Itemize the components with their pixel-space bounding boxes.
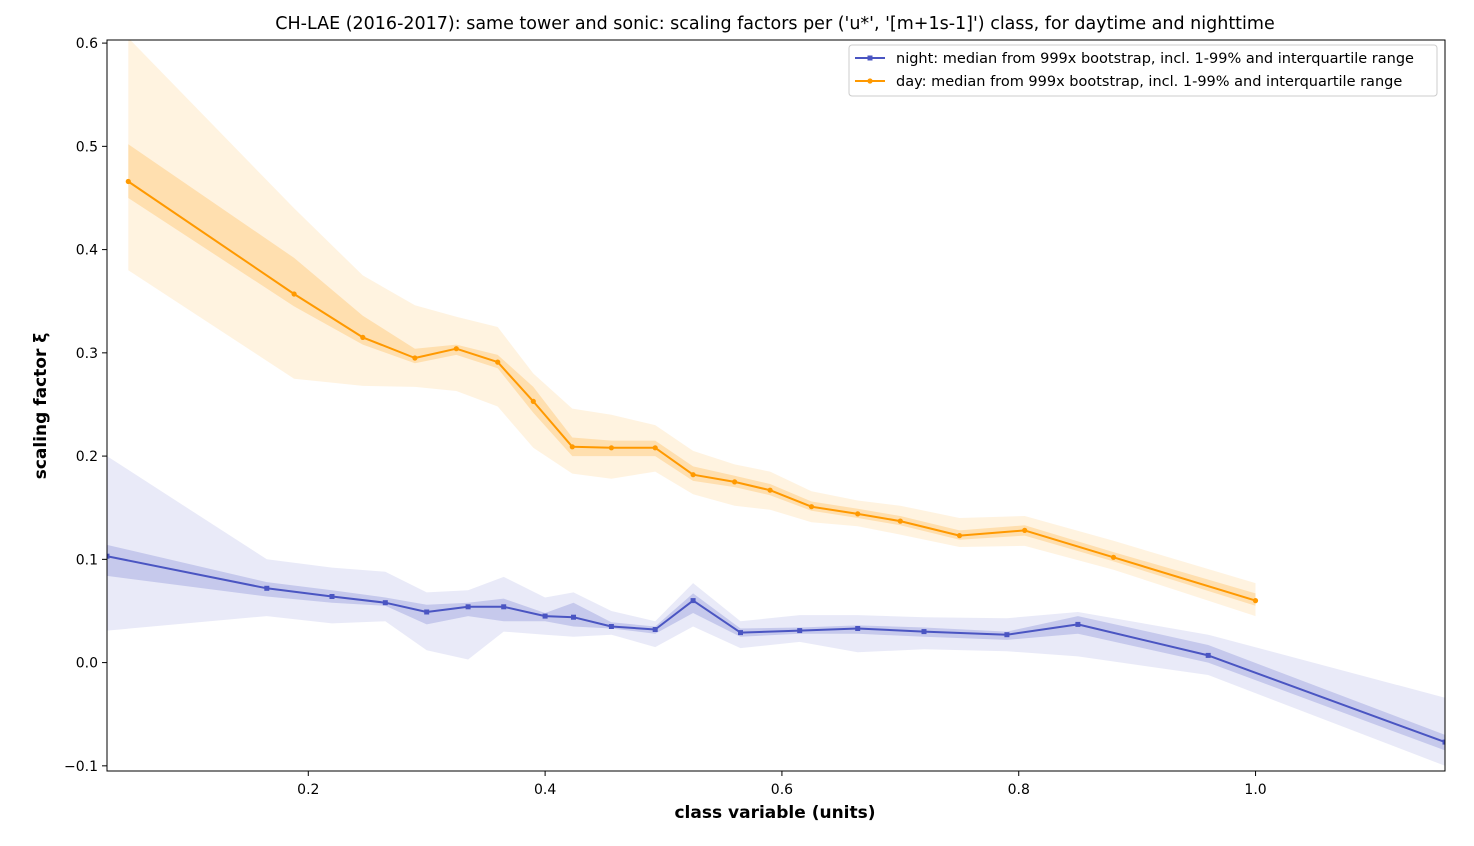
y-tick-label: 0.1 bbox=[76, 552, 98, 568]
day-point bbox=[360, 334, 366, 340]
night-point bbox=[1075, 621, 1081, 627]
day-point bbox=[1252, 598, 1259, 604]
day-point bbox=[1110, 554, 1117, 560]
night-point bbox=[1442, 739, 1445, 745]
night-legend-label: night: median from 999x bootstrap, incl.… bbox=[896, 51, 1414, 67]
night-point bbox=[329, 594, 335, 599]
night-point bbox=[542, 613, 548, 619]
y-tick-label: 0.4 bbox=[76, 243, 98, 259]
night-point bbox=[652, 627, 658, 632]
lines-layer bbox=[107, 178, 1445, 745]
day-point bbox=[855, 511, 861, 517]
day-point bbox=[412, 355, 418, 361]
day-point bbox=[453, 346, 459, 352]
day-legend-label: day: median from 999x bootstrap, incl. 1… bbox=[896, 74, 1402, 90]
y-tick-label: 0.3 bbox=[76, 346, 98, 362]
day-point bbox=[125, 178, 131, 185]
night-point bbox=[1004, 632, 1010, 638]
y-axis-label: scaling factor ξ bbox=[31, 333, 51, 480]
night-band-1-99 bbox=[107, 456, 1445, 766]
night-point bbox=[797, 628, 803, 634]
y-tick-label: −0.1 bbox=[64, 759, 98, 775]
x-tick-label: 0.6 bbox=[771, 782, 793, 798]
day-median-line bbox=[127, 180, 1256, 602]
x-axis: 0.2 0.4 0.6 0.8 1.0 bbox=[297, 771, 1267, 798]
day-legend-marker bbox=[867, 78, 873, 84]
day-point bbox=[1022, 527, 1028, 534]
x-axis-label: class variable (units) bbox=[674, 803, 875, 823]
x-tick-label: 1.0 bbox=[1244, 782, 1266, 798]
legend-box bbox=[848, 44, 1438, 97]
day-point bbox=[808, 504, 815, 510]
day-point bbox=[767, 487, 773, 493]
day-band-1-99 bbox=[128, 40, 1256, 617]
day-point bbox=[732, 479, 738, 485]
night-median-line bbox=[107, 555, 1445, 744]
night-point bbox=[501, 604, 507, 610]
night-point bbox=[1205, 652, 1211, 658]
day-point bbox=[608, 445, 615, 451]
day-point bbox=[690, 472, 696, 478]
day-point bbox=[495, 359, 501, 365]
y-axis: −0.1 0.0 0.1 0.2 0.3 0.4 0.5 0.6 bbox=[64, 36, 107, 775]
night-legend-marker bbox=[867, 55, 873, 61]
day-point bbox=[897, 518, 903, 524]
x-tick-label: 0.2 bbox=[297, 782, 319, 798]
night-point bbox=[690, 598, 696, 604]
day-point bbox=[530, 398, 536, 404]
y-tick-label: 0.5 bbox=[76, 139, 98, 155]
bands-layer bbox=[107, 40, 1445, 766]
legend-items: night: median from 999x bootstrap, incl.… bbox=[855, 51, 1414, 90]
x-tick-label: 0.4 bbox=[534, 782, 556, 798]
legend: night: median from 999x bootstrap, incl.… bbox=[848, 44, 1438, 97]
y-tick-label: 0.0 bbox=[76, 656, 98, 672]
night-point bbox=[921, 629, 927, 635]
night-point bbox=[382, 600, 388, 606]
night-point bbox=[738, 630, 743, 636]
night-point bbox=[264, 585, 270, 591]
night-point bbox=[855, 626, 861, 631]
x-tick-label: 0.8 bbox=[1008, 782, 1030, 798]
day-point bbox=[291, 291, 297, 297]
y-tick-label: 0.6 bbox=[76, 36, 98, 52]
night-point bbox=[107, 553, 110, 559]
plot-frame bbox=[106, 39, 1446, 772]
night-point bbox=[465, 604, 471, 610]
night-point bbox=[571, 614, 576, 620]
chart-title: CH-LAE (2016-2017): same tower and sonic… bbox=[275, 14, 1274, 34]
day-point bbox=[956, 533, 963, 539]
y-tick-label: 0.2 bbox=[76, 449, 98, 465]
day-point bbox=[569, 444, 575, 450]
night-point bbox=[424, 609, 430, 615]
night-point bbox=[608, 624, 614, 629]
day-point bbox=[652, 445, 658, 451]
